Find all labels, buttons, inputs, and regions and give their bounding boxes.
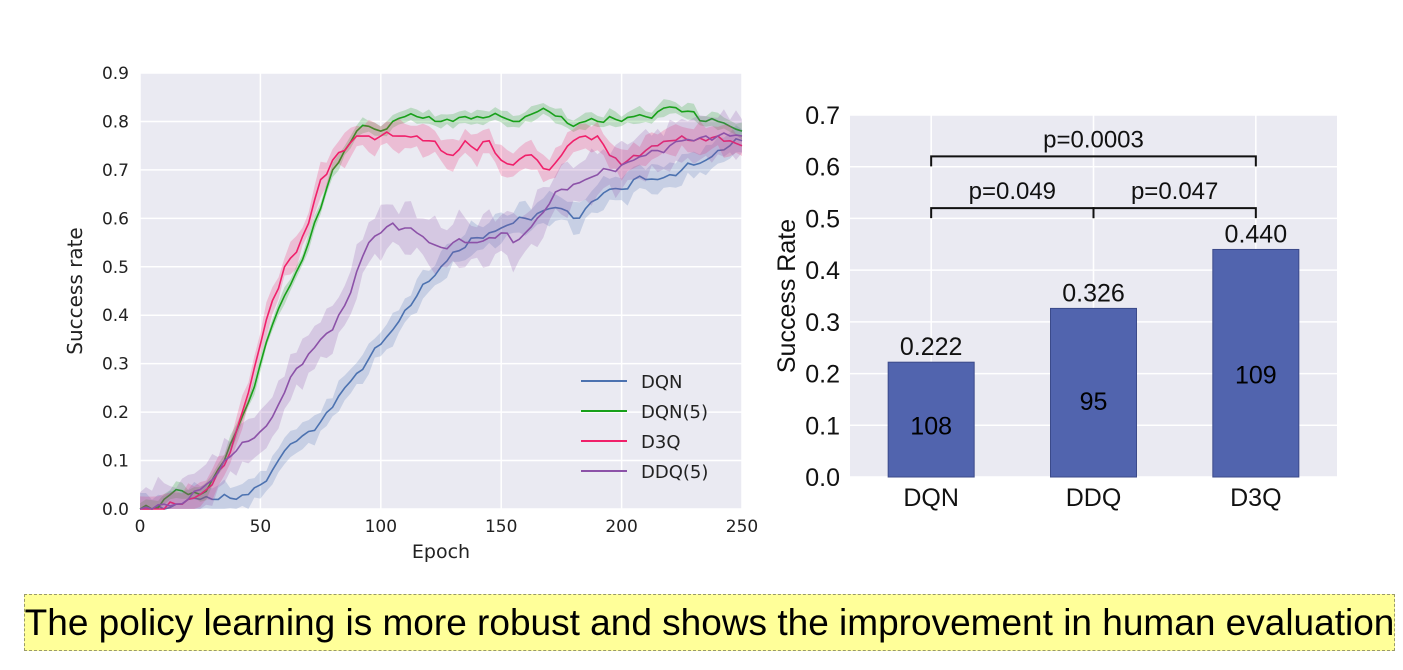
p-value-label: p=0.049 xyxy=(969,178,1056,205)
significance-bracket xyxy=(1092,207,1257,219)
y-tick-label: 0.0 xyxy=(102,500,129,520)
y-tick-label: 0.6 xyxy=(102,209,129,229)
series-line xyxy=(139,132,743,510)
x-tick-label: DDQ xyxy=(1066,484,1122,512)
x-tick-label: 50 xyxy=(250,517,272,537)
y-tick-label: 0.7 xyxy=(102,161,129,181)
p-value-label: p=0.0003 xyxy=(1043,126,1144,153)
series-dqn5 xyxy=(139,99,743,510)
legend-label: DDQ(5) xyxy=(641,462,708,483)
bar-group-dqn: 0.222 108 DQN xyxy=(887,333,975,512)
y-tick-label: 0.3 xyxy=(805,309,840,337)
p-value-label: p=0.047 xyxy=(1131,178,1218,205)
bar-count-label: 108 xyxy=(910,412,952,440)
x-tick-label: 100 xyxy=(365,517,397,537)
legend-label: DQN xyxy=(641,372,683,393)
y-tick-label: 0.2 xyxy=(102,403,129,423)
x-tick-label: D3Q xyxy=(1230,484,1281,512)
legend-label: DQN(5) xyxy=(641,402,708,423)
caption-text: The policy learning is more robust and s… xyxy=(24,601,1395,643)
series-dqn xyxy=(140,125,743,510)
bar-count-label: 95 xyxy=(1080,388,1108,416)
bar-chart: 0.0 0.1 0.2 0.3 0.4 0.5 0.6 0.7 Success Rate 0.22… xyxy=(773,102,1337,512)
y-tick-label: 0.1 xyxy=(102,452,129,472)
series-line xyxy=(139,106,743,510)
y-tick-label: 0.7 xyxy=(805,102,840,130)
y-tick-label: 0.3 xyxy=(102,355,129,375)
y-axis-label: Success Rate xyxy=(773,219,801,373)
y-tick-label: 0.9 xyxy=(102,64,129,84)
bar-value-label: 0.440 xyxy=(1225,220,1288,248)
line-chart: 0 50 100 150 200 250 0.0 0.1 0.2 0.3 0.4 0.5 0.6 0.7 0… xyxy=(63,64,758,563)
bar-group-d3q: 0.440 109 D3Q xyxy=(1212,220,1300,512)
y-tick-label: 0.6 xyxy=(805,154,840,182)
series-ddq5 xyxy=(139,109,743,510)
significance-bracket xyxy=(930,155,1257,167)
series-d3q xyxy=(140,118,743,510)
y-tick-label: 0.1 xyxy=(805,412,840,440)
y-axis-label: Success rate xyxy=(63,227,87,355)
bar xyxy=(887,361,975,478)
y-tick-label: 0.4 xyxy=(805,257,840,285)
line-chart-plot-area xyxy=(140,73,742,509)
bar-count-label: 109 xyxy=(1235,362,1277,390)
bar-value-label: 0.222 xyxy=(900,333,963,361)
x-tick-label: DQN xyxy=(903,484,959,512)
y-tick-label: 0.4 xyxy=(102,306,129,326)
x-tick-label: 200 xyxy=(605,517,637,537)
bar xyxy=(1212,248,1300,478)
x-axis-label: Epoch xyxy=(412,541,470,563)
x-tick-label: 0 xyxy=(135,517,146,537)
charts-canvas: 0 50 100 150 200 2500.00.10.20.30.40.50.60.70… xyxy=(63,64,1337,563)
series-line xyxy=(140,137,743,510)
significance-brackets: p=0.049 p=0.047 p=0.0003 xyxy=(930,126,1257,219)
x-tick-label: 250 xyxy=(726,517,758,537)
caption-box: The policy learning is more robust and s… xyxy=(24,594,1395,651)
y-tick-label: 0.0 xyxy=(805,464,840,492)
confidence-band xyxy=(140,125,742,509)
y-tick-label: 0.5 xyxy=(102,258,129,278)
bar-group-ddq: 0.326 95 DDQ xyxy=(1050,279,1137,512)
legend: DQN DQN(5) D3Q DDQ(5) xyxy=(581,372,708,483)
y-tick-label: 0.5 xyxy=(805,205,840,233)
confidence-band xyxy=(140,109,742,510)
x-tick-label: 150 xyxy=(485,517,517,537)
y-tick-label: 0.2 xyxy=(805,361,840,389)
series-line xyxy=(140,131,743,510)
bar xyxy=(1050,307,1137,478)
y-tick-label: 0.8 xyxy=(102,112,129,132)
bar-value-label: 0.326 xyxy=(1062,279,1125,307)
legend-label: D3Q xyxy=(641,432,680,453)
